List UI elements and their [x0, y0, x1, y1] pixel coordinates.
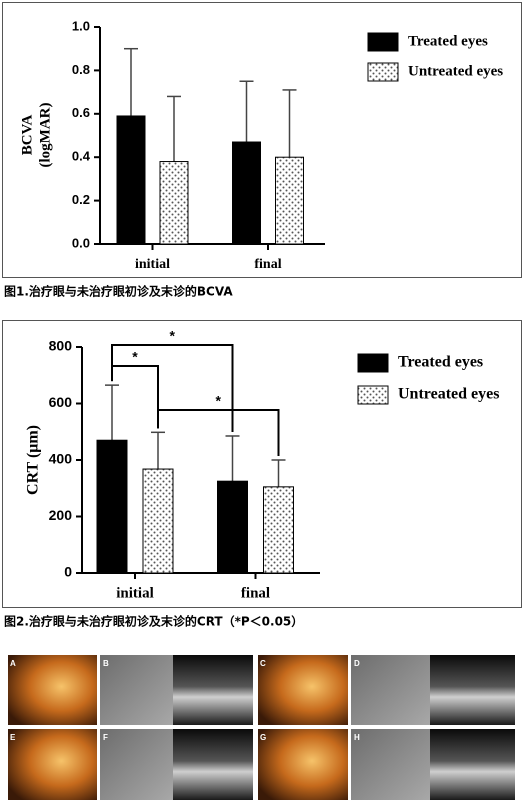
significance-mark: *: [132, 349, 138, 365]
y-tick-label: 600: [49, 394, 73, 410]
bar: [96, 439, 128, 574]
panel-label: F: [103, 733, 108, 742]
y-axis-title: BCVA: [19, 115, 35, 156]
legend-swatch: [357, 353, 389, 373]
panel-label: E: [10, 733, 16, 742]
y-tick-label: 400: [49, 451, 73, 467]
y-tick-label: 0: [64, 564, 72, 580]
legend-label: Treated eyes: [398, 354, 483, 371]
x-tick-label: initial: [116, 585, 154, 601]
y-axis-title: CRT (μm): [25, 425, 42, 495]
y-tick-label: 1.0: [72, 18, 90, 33]
bar: [232, 141, 261, 245]
x-tick-label: final: [241, 585, 270, 601]
chart-frame: [2, 2, 522, 278]
bar: [159, 161, 189, 245]
ir-image: [100, 729, 173, 800]
bar: [217, 480, 248, 574]
fundus-photo: [258, 729, 348, 800]
y-tick-label: 0.4: [72, 149, 91, 164]
legend-swatch: [367, 62, 399, 82]
oct-scan: [173, 655, 253, 725]
fundus-photo: [258, 655, 348, 725]
bar: [116, 115, 146, 245]
legend-label: Untreated eyes: [398, 386, 499, 403]
y-tick-label: 0.2: [72, 192, 90, 207]
caption: 图2.治疗眼与未治疗眼初诊及末诊的CRT（*P＜0.05）: [4, 614, 303, 629]
oct-scan: [173, 729, 253, 800]
oct-scan: [430, 655, 515, 725]
fundus-photo: [8, 655, 97, 725]
bar: [263, 486, 294, 574]
panel-label: A: [10, 659, 16, 668]
y-tick-label: 0.6: [72, 105, 90, 120]
chart-frame: [2, 320, 522, 608]
significance-bracket: [111, 344, 234, 432]
x-tick-label: final: [254, 257, 281, 272]
legend-label: Untreated eyes: [408, 63, 503, 79]
y-axis-title: (logMAR): [37, 103, 53, 168]
y-tick-label: 0.8: [72, 62, 90, 77]
image-figure: A B C D E F G H: [8, 655, 515, 800]
y-tick-label: 200: [49, 507, 73, 523]
significance-mark: *: [216, 393, 222, 409]
significance-mark: *: [170, 328, 176, 344]
oct-scan: [430, 729, 515, 800]
bar: [142, 468, 174, 574]
y-tick-label: 0.0: [72, 235, 90, 250]
legend-label: Treated eyes: [408, 33, 488, 49]
panel-label: H: [354, 733, 360, 742]
panel-label: D: [354, 659, 360, 668]
panel-label: B: [103, 659, 109, 668]
significance-bracket: [111, 365, 159, 429]
ir-image: [351, 729, 430, 800]
x-tick-label: initial: [135, 257, 170, 272]
ir-image: [351, 655, 430, 725]
panel-label: G: [260, 733, 266, 742]
legend-swatch: [367, 32, 399, 52]
panel-label: C: [260, 659, 266, 668]
bar: [275, 156, 304, 245]
y-tick-label: 800: [49, 338, 73, 354]
caption: 图1.治疗眼与未治疗眼初诊及末诊的BCVA: [4, 284, 233, 299]
fundus-photo: [8, 729, 97, 800]
ir-image: [100, 655, 173, 725]
legend-swatch: [357, 385, 389, 405]
significance-bracket: [157, 409, 280, 456]
